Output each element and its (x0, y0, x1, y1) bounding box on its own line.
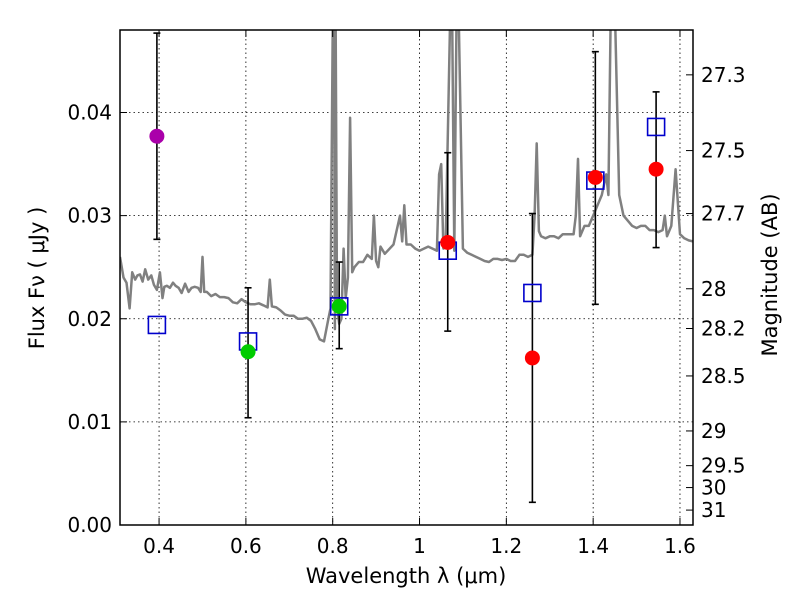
y-tick-label: 0.00 (67, 513, 112, 537)
measured-points-group (149, 128, 664, 366)
x-axis-label: Wavelength λ (μm) (306, 564, 507, 588)
measured-point (240, 344, 256, 360)
x-tick-label: 1.2 (490, 534, 522, 558)
y2-tick-label: 30 (701, 476, 726, 500)
measured-point (440, 234, 456, 250)
measured-point (648, 161, 664, 177)
plot-frame (119, 29, 694, 526)
measured-point (524, 350, 540, 366)
y-tick-label: 0.04 (67, 101, 112, 125)
x-tick-label: 0.6 (230, 534, 262, 558)
y2-tick-label: 31 (701, 498, 726, 522)
template-spectrum-group (120, 30, 693, 343)
y2-tick-label: 28.2 (701, 316, 746, 340)
y-tick-label: 0.03 (67, 204, 112, 228)
y2-tick-label: 27.7 (701, 202, 746, 226)
measured-point (587, 169, 603, 185)
template-spectrum-line (120, 30, 693, 343)
measured-point (331, 298, 347, 314)
y2-tick-label: 27.3 (701, 63, 746, 87)
y-axis-label: Flux Fν ( μJy ) (25, 207, 49, 350)
y2-tick-label: 28.5 (701, 364, 746, 388)
x-tick-label: 0.8 (317, 534, 349, 558)
model-square (329, 297, 349, 316)
y2-tick-label: 28 (701, 277, 726, 301)
axes: 0.4 0.6 0.8 1 1.2 1.4 1.6 0.00 0.01 0.02 0.03 0.04 2… (67, 30, 746, 558)
y2-tick-label: 27.5 (701, 139, 746, 163)
y-tick-label: 0.02 (67, 307, 112, 331)
x-tick-label: 1.4 (577, 534, 609, 558)
measured-point (149, 128, 165, 144)
x-tick-label: 0.4 (143, 534, 175, 558)
x-tick-label: 1 (413, 534, 426, 558)
y-tick-label: 0.01 (67, 410, 112, 434)
model-square (646, 117, 666, 137)
y2-axis-label: Magnitude (AB) (758, 193, 782, 356)
x-tick-label: 1.6 (664, 534, 696, 558)
model-square (523, 283, 542, 303)
model-square (147, 315, 167, 335)
y2-tick-label: 29 (701, 419, 726, 443)
y2-tick-label: 29.5 (701, 454, 746, 478)
